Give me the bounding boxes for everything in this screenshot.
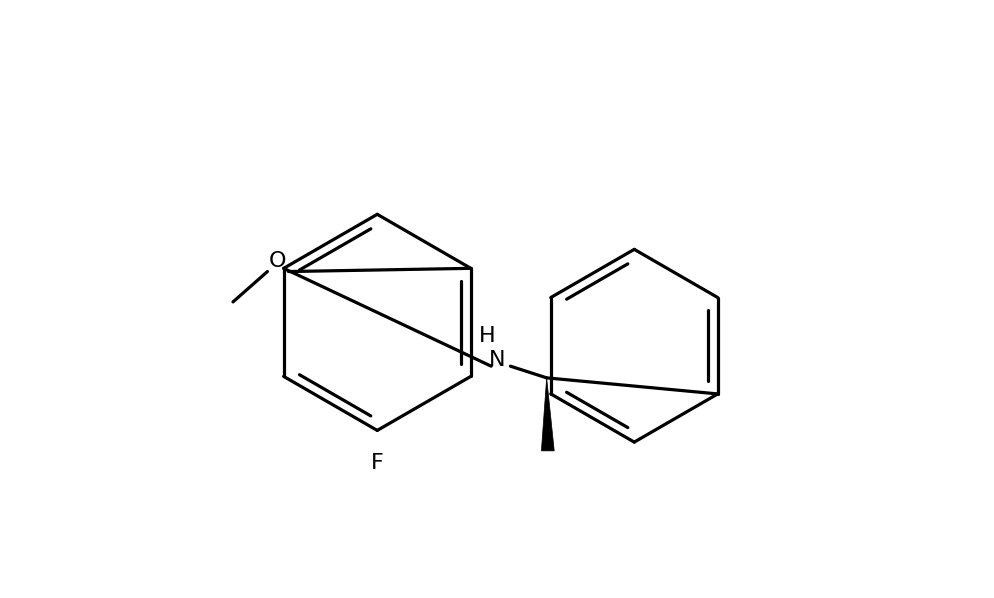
Polygon shape <box>542 378 555 451</box>
Text: O: O <box>269 251 286 271</box>
Text: H: H <box>479 326 495 346</box>
Text: F: F <box>371 453 384 472</box>
Text: N: N <box>489 350 505 370</box>
